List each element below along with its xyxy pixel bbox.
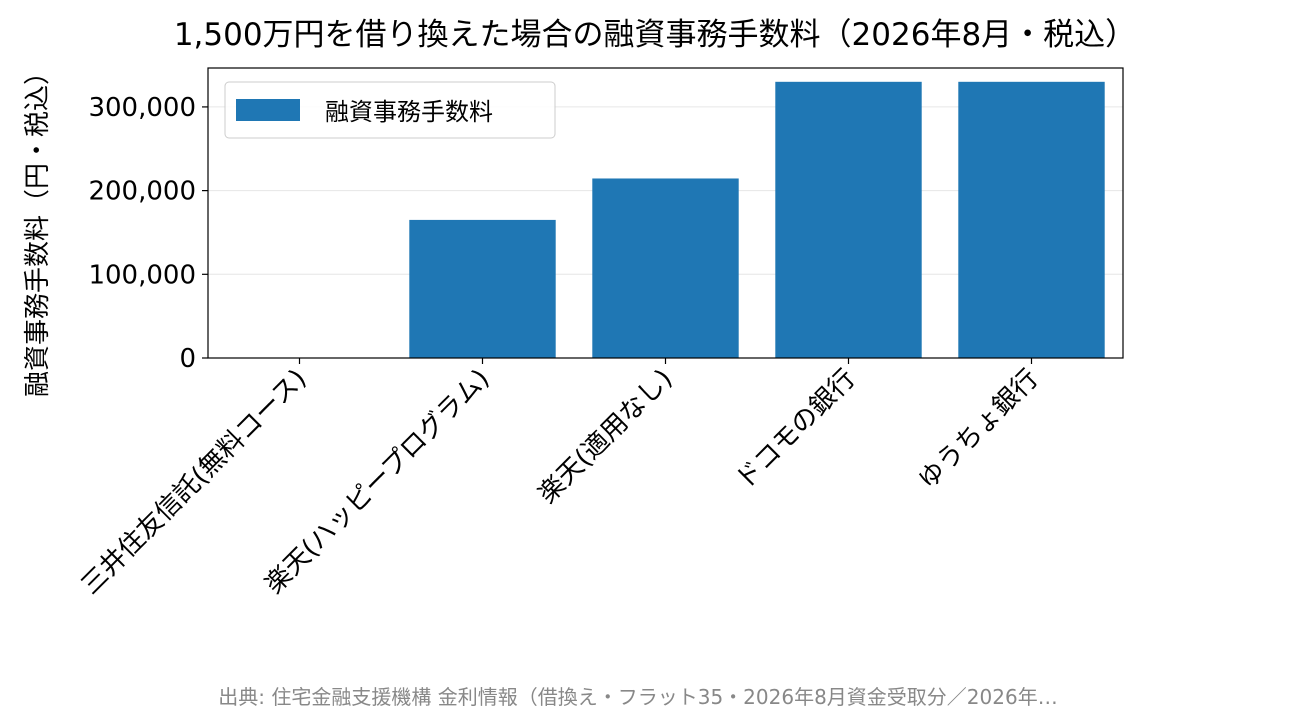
y-tick-label: 300,000: [88, 93, 196, 123]
x-axis-ticks: 三井住友信託(無料コース)楽天(ハッピープログラム) 楽天(適用なし) ドコモの銀行…: [76, 358, 1045, 601]
x-tick-label: ドコモの銀行: [730, 364, 862, 496]
source-note: 出典: 住宅金融支援機構 金利情報（借換え・フラット35・2026年8月資金受取…: [218, 685, 1057, 709]
y-tick-label: 0: [179, 344, 196, 374]
chart-title: 1,500万円を借り換えた場合の融資事務手数料（2026年8月・税込）: [174, 17, 1136, 53]
bar: [592, 178, 739, 358]
legend-swatch: [236, 99, 300, 121]
y-tick-label: 100,000: [88, 260, 196, 290]
bar: [958, 81, 1105, 359]
bar: [409, 219, 556, 358]
x-tick-label: ゆうちょ銀行: [913, 364, 1045, 496]
legend-label: 融資事務手数料: [325, 98, 493, 126]
x-tick-label: 楽天(適用なし): [533, 364, 679, 510]
y-tick-label: 200,000: [88, 177, 196, 207]
bars: [409, 81, 1105, 359]
y-axis-ticks: 0 100,000 200,000 300,000: [88, 93, 208, 374]
bar: [775, 81, 922, 359]
y-axis-label: 融資事務手数料（円・税込）: [23, 59, 53, 397]
legend: 融資事務手数料: [224, 81, 556, 139]
legend-box: [224, 81, 556, 139]
